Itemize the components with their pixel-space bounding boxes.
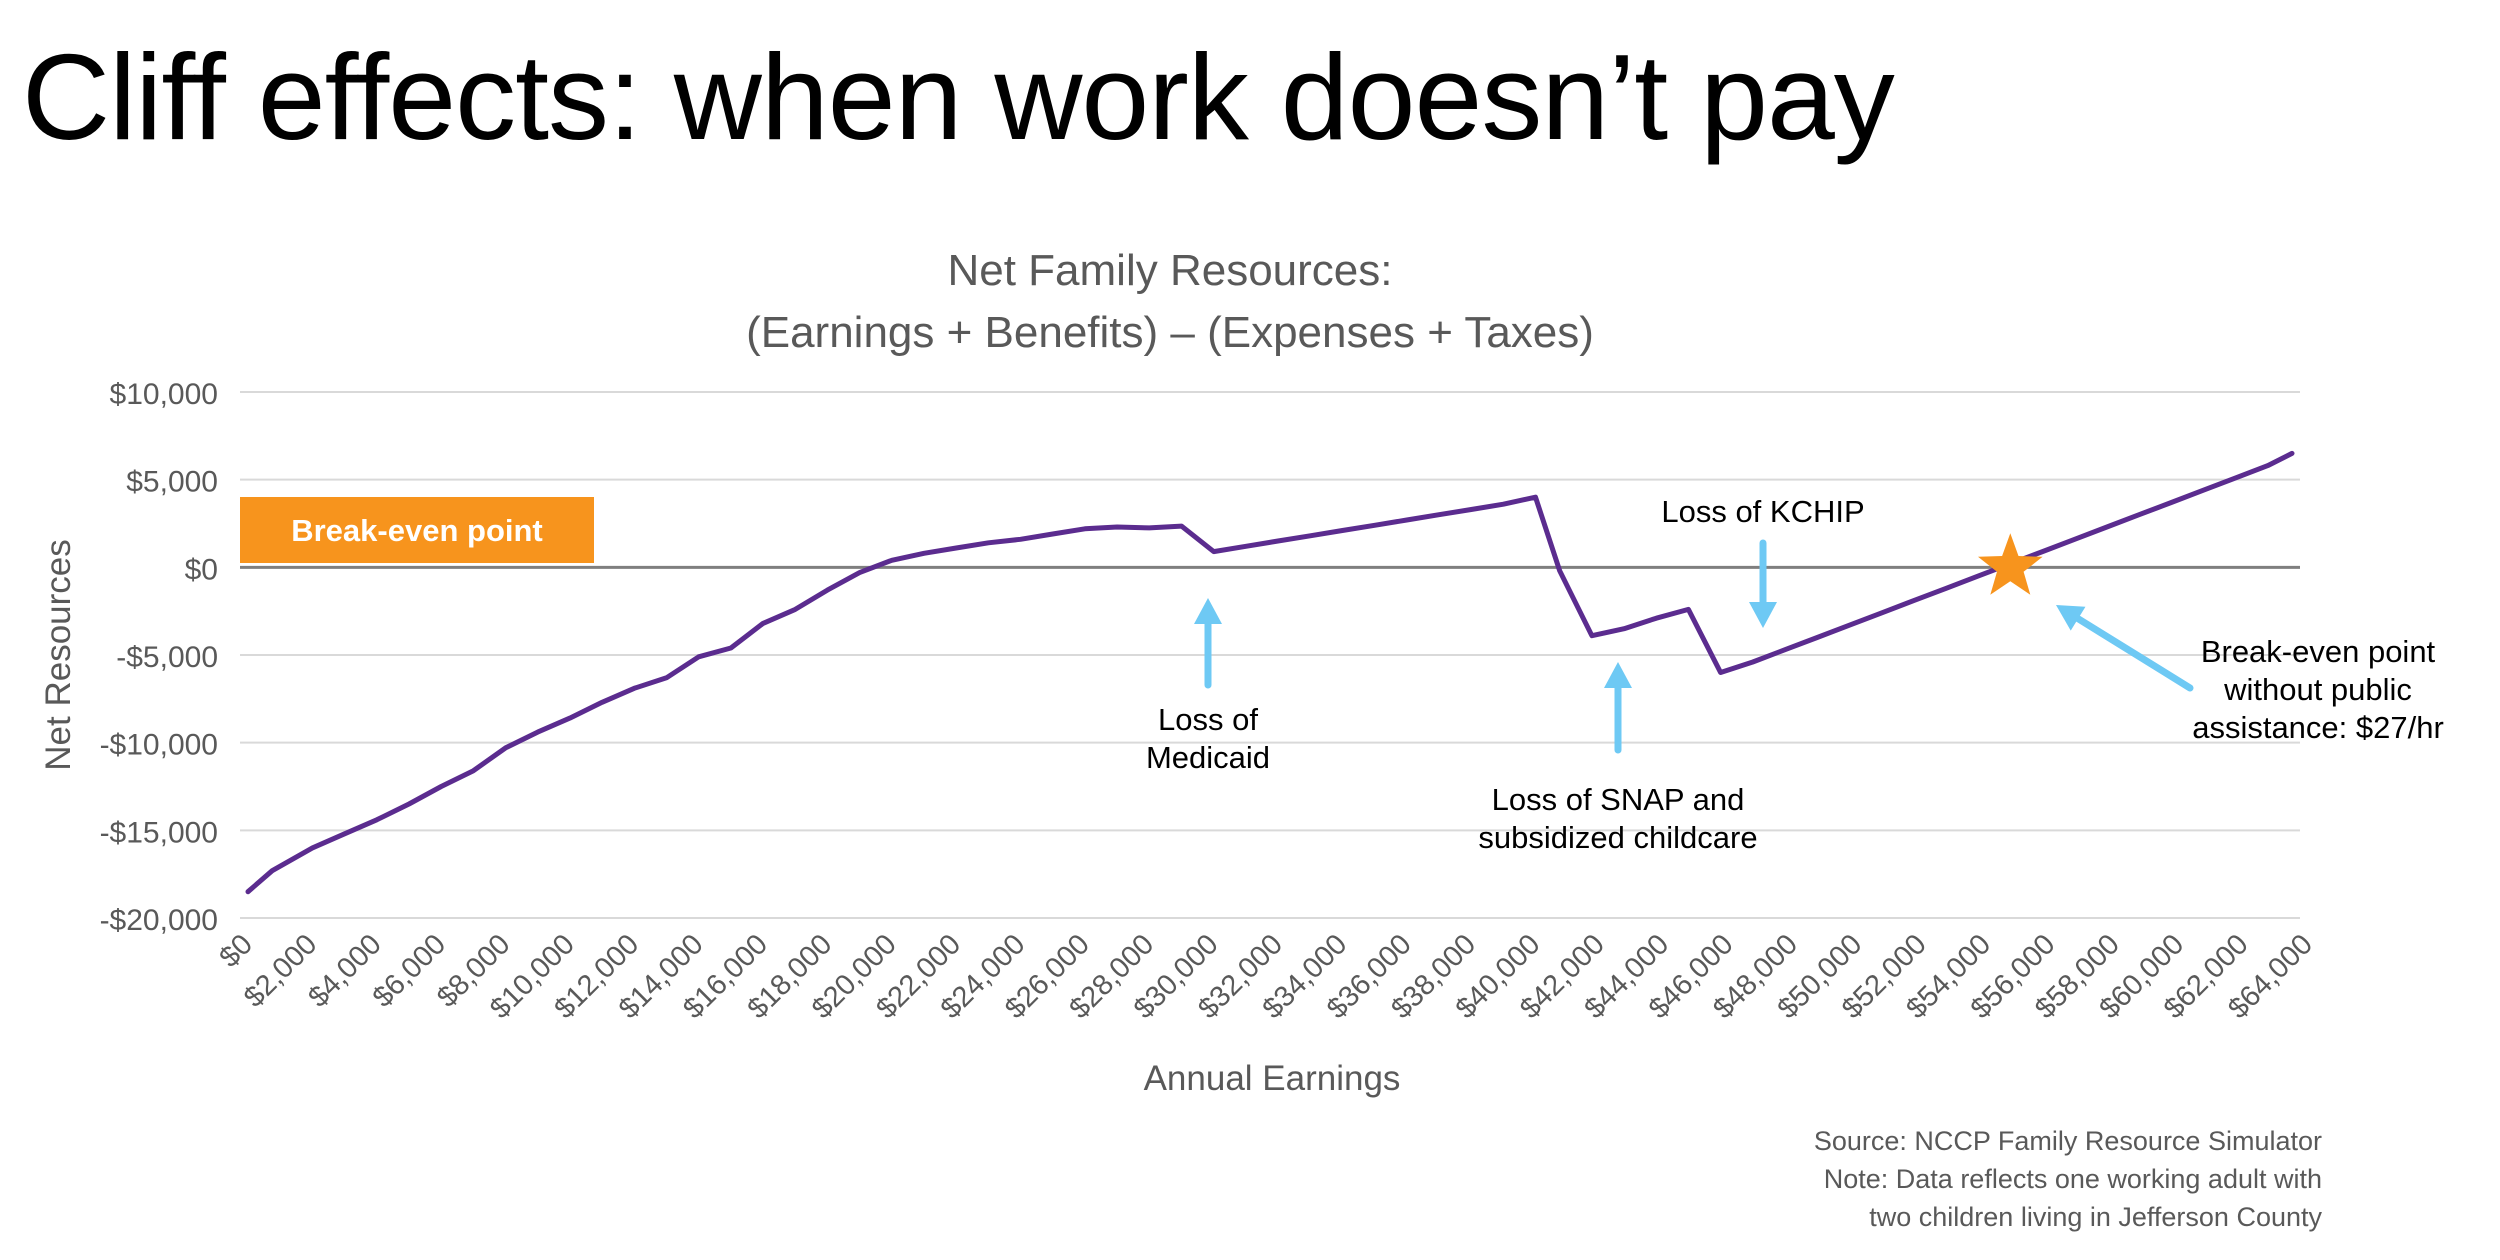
source-note: Source: NCCP Family Resource Simulator N… (1814, 1122, 2322, 1236)
y-tick-label: -$15,000 (100, 816, 218, 849)
y-tick-label: -$20,000 (100, 904, 218, 937)
arrow-head (2056, 605, 2086, 631)
y-tick-label: -$10,000 (100, 729, 218, 762)
break-even-arrow (2056, 605, 2194, 692)
arrow-head (1604, 662, 1632, 688)
x-tick-label: $2,000 (238, 928, 323, 1013)
annotation-medicaid: Loss of Medicaid (1146, 702, 1270, 775)
x-axis-label: Annual Earnings (1144, 1059, 1401, 1098)
note-line-1: Note: Data reflects one working adult wi… (1823, 1164, 2322, 1194)
snap-arrow (1604, 662, 1632, 754)
x-tick-label: $4,000 (302, 928, 387, 1013)
chart-title: Net Family Resources: (947, 246, 1392, 295)
net-resources-line (245, 450, 2295, 895)
note-line-2: two children living in Jefferson County (1869, 1202, 2322, 1232)
x-tick-label: $0 (214, 928, 259, 973)
break-even-star-icon (1978, 533, 2043, 595)
break-even-badge (240, 497, 594, 563)
y-tick-label: $0 (185, 553, 218, 586)
slide-title: Cliff effects: when work doesn’t pay (22, 29, 1895, 165)
y-tick-label: $5,000 (126, 466, 218, 499)
y-tick-label: $10,000 (110, 378, 218, 411)
arrow-head (1749, 602, 1777, 628)
kchip-arrow (1749, 539, 1777, 628)
arrow-shaft (2074, 615, 2194, 692)
annotation-snap: Loss of SNAP and subsidized childcare (1478, 782, 1757, 855)
y-tick-label: -$5,000 (116, 641, 218, 674)
arrow-head (1194, 598, 1222, 624)
x-tick-label: $6,000 (367, 928, 452, 1013)
annotation-kchip: Loss of KCHIP (1661, 494, 1864, 529)
y-axis-label: Net Resources (39, 539, 78, 770)
break-even-badge-label: Break-even point (291, 513, 543, 548)
medicaid-arrow (1194, 598, 1222, 689)
annotation-break-even: Break-even point without public assistance… (2192, 634, 2444, 745)
source-line: Source: NCCP Family Resource Simulator (1813, 1126, 2322, 1156)
chart-subtitle: (Earnings + Benefits) – (Expenses + Taxe… (746, 308, 1594, 357)
